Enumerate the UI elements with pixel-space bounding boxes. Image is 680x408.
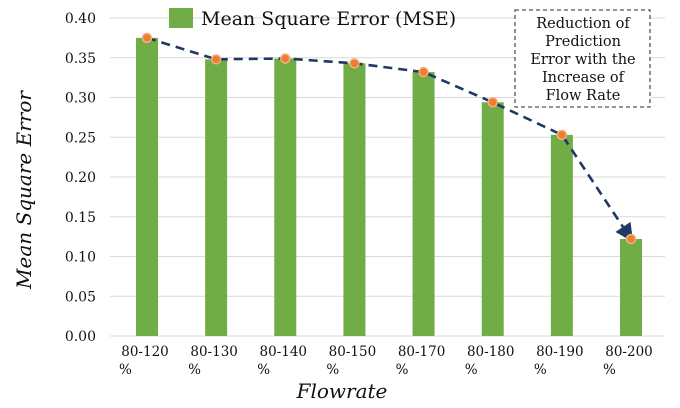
x-axis-title: Flowrate xyxy=(296,379,388,403)
y-axis-ticks: 0.00 0.05 0.10 0.15 0.20 0.25 0.30 0.35 0.40 xyxy=(65,11,96,345)
data-marker xyxy=(349,58,360,69)
x-tick-label: % xyxy=(119,362,132,378)
data-marker xyxy=(556,129,568,141)
y-axis-title: Mean Square Error xyxy=(12,90,36,290)
annotation-box xyxy=(514,9,651,108)
x-tick-label: 80-130 xyxy=(190,344,238,360)
x-tick-label: % xyxy=(188,362,201,378)
y-tick-label: 0.05 xyxy=(65,289,96,305)
annotation-line: Flow Rate xyxy=(546,88,621,104)
annotation: Reduction of Prediction Error with the I… xyxy=(514,9,651,108)
x-tick-label: 80-200 xyxy=(605,344,653,360)
annotation-line: Error with the xyxy=(530,52,635,68)
legend-swatch xyxy=(169,8,193,28)
x-axis-ticks: 80-120% 80-130% 80-140% 80-150% 80-170% 80-18… xyxy=(119,344,653,378)
bar xyxy=(550,134,573,336)
x-tick-label: % xyxy=(396,362,409,378)
data-marker xyxy=(210,54,222,65)
bar xyxy=(205,59,228,337)
bar xyxy=(481,102,504,337)
trend-arrow xyxy=(146,36,634,243)
x-tick-label: 80-140 xyxy=(260,344,308,360)
y-tick-label: 0.35 xyxy=(65,51,96,67)
data-marker xyxy=(625,233,637,245)
x-tick-label: % xyxy=(257,362,270,378)
bar xyxy=(274,58,297,337)
x-tick-label: % xyxy=(603,362,616,378)
trend-line xyxy=(141,32,637,245)
bar xyxy=(343,63,366,336)
y-tick-label: 0.15 xyxy=(65,210,96,226)
y-tick-label: 0.25 xyxy=(65,130,96,146)
x-tick-label: % xyxy=(534,362,547,378)
bar xyxy=(412,72,435,336)
legend-label: Mean Square Error (MSE) xyxy=(201,8,456,30)
x-tick-label: 80-120 xyxy=(121,344,169,360)
legend: Mean Square Error (MSE) xyxy=(169,8,456,30)
x-tick-label: 80-190 xyxy=(536,344,584,360)
y-tick-label: 0.10 xyxy=(65,250,96,266)
x-tick-label: % xyxy=(465,362,478,378)
data-marker xyxy=(418,66,429,78)
y-tick-label: 0.20 xyxy=(65,170,96,186)
y-tick-label: 0.00 xyxy=(65,329,96,345)
x-tick-label: 80-150 xyxy=(329,344,377,360)
x-tick-label: 80-180 xyxy=(467,344,515,360)
x-tick-label: 80-170 xyxy=(398,344,446,360)
annotation-line: Increase of xyxy=(542,70,626,86)
y-tick-label: 0.30 xyxy=(65,91,96,107)
bars xyxy=(136,37,642,337)
bar xyxy=(620,239,642,336)
x-tick-label: % xyxy=(326,362,339,378)
annotation-line: Prediction xyxy=(545,34,621,50)
y-tick-label: 0.40 xyxy=(65,11,96,27)
annotation-line: Reduction of xyxy=(536,16,631,32)
gridlines xyxy=(110,17,665,337)
bar xyxy=(136,37,158,336)
data-marker xyxy=(487,97,498,108)
data-marker xyxy=(141,32,153,44)
data-marker xyxy=(280,53,291,64)
